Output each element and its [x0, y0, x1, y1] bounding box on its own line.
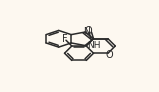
Text: O: O	[85, 26, 92, 36]
Text: N: N	[83, 27, 90, 36]
Text: NH: NH	[87, 41, 101, 50]
Text: O: O	[105, 50, 113, 60]
Text: F: F	[62, 34, 68, 44]
